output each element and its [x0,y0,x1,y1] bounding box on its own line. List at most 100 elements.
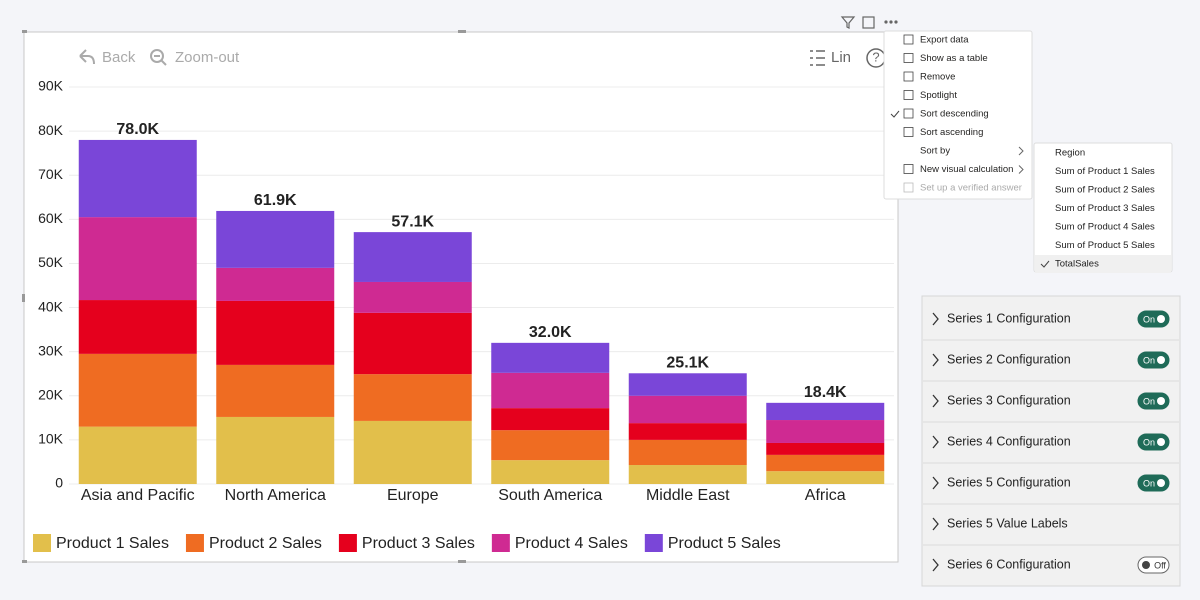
bar-segment [216,267,335,301]
expand-chevron[interactable] [932,435,939,449]
row-label[interactable]: Series 5 Configuration [947,475,1071,489]
menu-item[interactable]: Sort by [920,146,950,157]
row-label[interactable]: Series 3 Configuration [947,393,1071,407]
bar-segment [766,402,885,421]
bar-segment [78,426,197,484]
sort-submenu: Region Sum of Product 1 Sales Sum of Produ… [1033,142,1173,273]
bar-segment [491,408,610,431]
toggle-knob [1157,356,1165,364]
scale-button[interactable]: Lin [831,49,851,66]
legend-swatch [338,534,357,552]
total-label: 18.4K [804,384,847,401]
bar-segment [353,232,472,282]
bar-segment [628,373,747,396]
check-icon [1040,260,1050,268]
submenu-item[interactable]: TotalSales [1055,259,1099,270]
toggle[interactable] [1137,310,1170,328]
legend-label: Product 4 Sales [515,535,628,552]
context-menu: Export data Show as a table Remove Spotligh… [883,30,1033,200]
submenu-item[interactable]: Sum of Product 2 Sales [1055,185,1155,196]
back-button[interactable]: Back [102,49,136,66]
total-label: 78.0K [116,121,159,138]
legend-label: Product 2 Sales [209,535,322,552]
x-tick-label: Europe [387,487,439,504]
toggle-knob [1157,397,1165,405]
menu-item[interactable]: New visual calculation [920,164,1013,175]
x-tick-label: Asia and Pacific [81,487,195,504]
frame-handles [22,30,466,563]
bar-segment [216,300,335,365]
submenu-item[interactable]: Sum of Product 4 Sales [1055,222,1155,233]
menu-box [883,30,1033,200]
chart: 0 10K 20K 30K 40K 50K 60K 70K 80K 90K 78.0K Asia an… [33,78,894,552]
bar-segment [353,281,472,313]
toggle-knob [1142,561,1150,569]
menu-item[interactable]: Remove [920,72,955,83]
row-label[interactable]: Series 1 Configuration [947,311,1071,325]
legend-label: Product 1 Sales [56,535,169,552]
menu-item[interactable]: Sort descending [920,109,989,120]
total-label: 25.1K [666,354,709,371]
toggle[interactable] [1137,351,1170,369]
bar-segment [766,471,885,484]
visual-header-icons[interactable] [840,16,898,29]
y-tick-label: 90K [38,78,64,94]
bar-segment [353,312,472,375]
submenu-item[interactable]: Sum of Product 5 Sales [1055,240,1155,251]
toggle[interactable] [1137,392,1170,410]
bar-segment [766,454,885,472]
x-tick-label: Middle East [646,487,730,504]
row-label[interactable]: Series 4 Configuration [947,434,1071,448]
legend-swatch [644,534,663,552]
expand-chevron[interactable] [932,353,939,367]
menu-icon [903,108,914,119]
submenu-item[interactable]: Region [1055,148,1085,159]
toggle[interactable] [1137,474,1170,492]
bar-segment [491,372,610,409]
bar-segment [353,374,472,421]
y-tick-label: 10K [38,431,64,447]
expand-chevron[interactable] [932,312,939,326]
expand-chevron[interactable] [932,558,939,572]
x-tick-label: North America [225,487,326,504]
row-label[interactable]: Series 6 Configuration [947,557,1071,571]
y-tick-label: 70K [38,166,64,182]
chevron-icon [1018,165,1024,174]
bar-segment [628,439,747,466]
toggle-label: On [1143,396,1155,406]
menu-item[interactable]: Export data [920,35,969,46]
zoom-out-button[interactable]: Zoom-out [175,49,240,66]
toggle[interactable] [1137,433,1170,451]
menu-icon [903,53,914,63]
bar-segment [628,423,747,440]
legend-label: Product 5 Sales [668,535,781,552]
submenu-item[interactable]: Sum of Product 3 Sales [1055,203,1155,214]
toggle-label: Off [1154,560,1166,570]
bar-segment [491,342,610,373]
y-tick-label: 30K [38,342,64,358]
bar-segment [216,210,335,268]
chevron-icon [1018,146,1024,156]
bar-segment [78,217,197,301]
bar-segment [491,430,610,461]
selected-row [1035,255,1171,273]
legend-swatch [33,534,51,552]
menu-item[interactable]: Sort ascending [920,127,983,138]
menu-icon [903,127,914,137]
expand-chevron[interactable] [932,476,939,490]
x-tick-label: South America [498,487,602,504]
row-label[interactable]: Series 2 Configuration [947,352,1071,366]
help-button[interactable]: ? [872,49,879,64]
y-tick-label: 20K [38,386,64,402]
row-label[interactable]: Series 5 Value Labels [947,516,1068,530]
panel-box [921,295,1181,587]
menu-item[interactable]: Show as a table [920,53,988,64]
toggle[interactable] [1137,556,1170,574]
expand-chevron[interactable] [932,394,939,408]
bar-segment [78,300,197,354]
menu-item[interactable]: Spotlight [920,90,957,101]
expand-chevron[interactable] [932,517,939,531]
bar-segment [766,420,885,443]
x-tick-label: Africa [805,487,846,504]
submenu-item[interactable]: Sum of Product 1 Sales [1055,166,1155,177]
